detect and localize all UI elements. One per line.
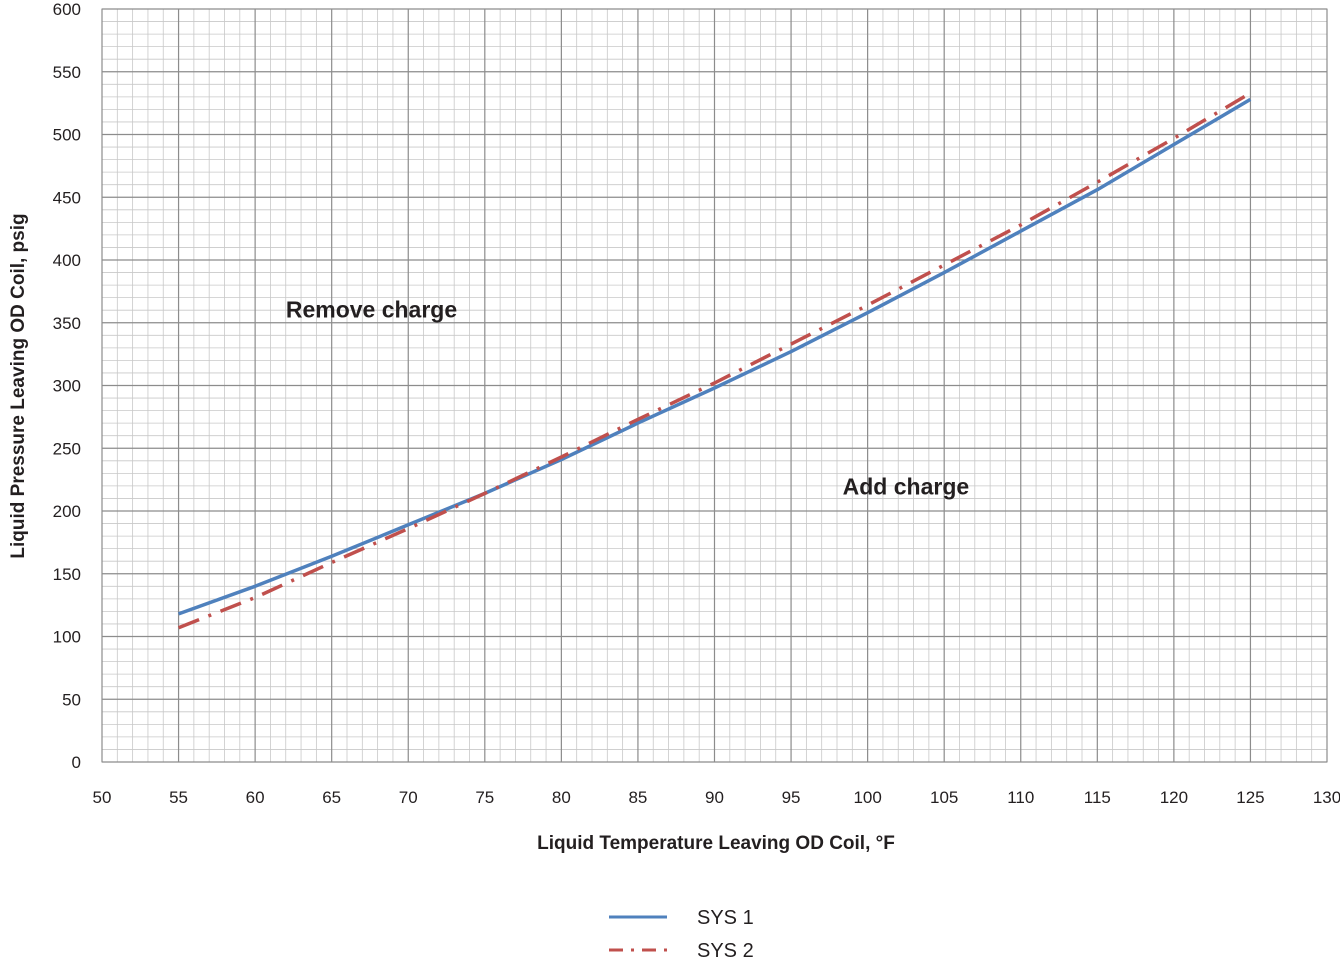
x-axis-tick-labels: 50 55 60 65 70 75 80 85 90 95 100 105 110 115 120 125 13… [93,788,1340,807]
x-tick-label: 50 [93,788,112,807]
x-tick-label: 120 [1160,788,1188,807]
y-axis-tick-labels: 0 50 100 150 200 250 300 350 400 450 500 550 600 [53,0,81,772]
legend-label-1: SYS 1 [697,907,754,929]
x-tick-label: 80 [552,788,571,807]
y-tick-label: 300 [53,377,81,396]
y-tick-label: 0 [72,753,81,772]
x-tick-label: 125 [1236,788,1264,807]
x-tick-label: 95 [782,788,801,807]
y-tick-label: 350 [53,314,81,333]
y-tick-label: 200 [53,502,81,521]
x-tick-label: 100 [853,788,881,807]
annotation-label: Add charge [843,474,970,500]
y-tick-label: 500 [53,126,81,145]
legend-label-2: SYS 2 [697,940,754,962]
y-tick-label: 150 [53,565,81,584]
annotations: Remove charge Add charge [286,297,969,500]
legend: SYS 1 SYS 2 [609,907,754,962]
y-tick-label: 550 [53,63,81,82]
y-tick-label: 600 [53,0,81,19]
x-tick-label: 65 [322,788,341,807]
x-tick-label: 85 [628,788,647,807]
y-tick-label: 100 [53,628,81,647]
x-tick-label: 115 [1084,788,1111,807]
annotation-label: Remove charge [286,297,457,323]
y-tick-label: 450 [53,188,81,207]
major-gridlines [101,8,1328,763]
x-tick-label: 70 [399,788,418,807]
x-tick-label: 60 [246,788,265,807]
x-tick-label: 75 [475,788,494,807]
series-line-2 [177,91,1252,630]
x-tick-label: 105 [930,788,958,807]
x-tick-label: 55 [169,788,188,807]
series-lines [177,91,1252,630]
x-tick-label: 130 [1313,788,1340,807]
plot-frame [101,8,1328,763]
y-tick-label: 50 [62,690,81,709]
y-tick-label: 400 [53,251,81,270]
y-axis-title: Liquid Pressure Leaving OD Coil, psig [8,213,29,558]
series-line-1 [178,97,1252,616]
x-tick-label: 90 [705,788,724,807]
x-tick-label: 110 [1007,788,1034,807]
y-tick-label: 250 [53,439,81,458]
x-axis-title: Liquid Temperature Leaving OD Coil, °F [537,833,895,854]
